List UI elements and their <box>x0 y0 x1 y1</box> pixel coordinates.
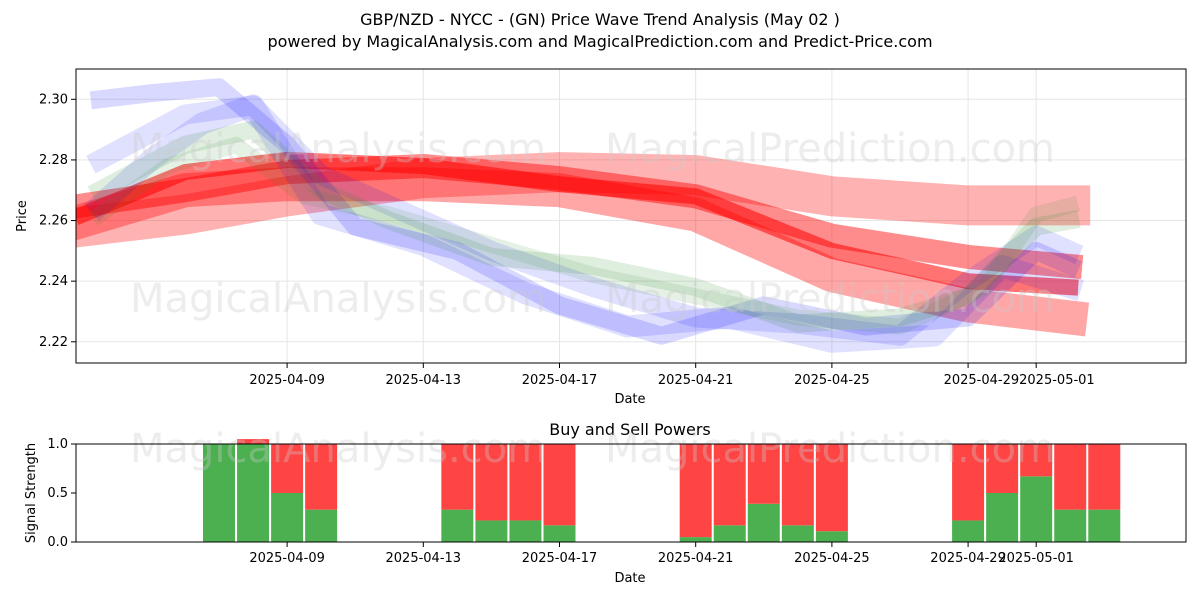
price-x-tick-label: 2025-04-21 <box>658 373 734 388</box>
price-x-label: Date <box>614 392 645 407</box>
watermark-prediction-top: MagicalPrediction.com <box>605 126 1055 172</box>
watermark-analysis-mid: MagicalAnalysis.com <box>130 276 546 322</box>
buy-bar <box>441 509 474 542</box>
buy-bar <box>305 509 338 542</box>
sell-bar <box>1088 444 1121 510</box>
buy-bar <box>543 525 576 542</box>
powers-x-tick-label: 2025-04-29 <box>930 551 1006 566</box>
buy-bar <box>952 520 985 542</box>
price-y-tick-label: 2.30 <box>39 92 68 107</box>
buy-bar <box>781 525 814 542</box>
powers-x-axis: 2025-04-09 2025-04-13 2025-04-17 2025-04-21… <box>249 542 1074 566</box>
powers-y-tick-label: 0.5 <box>47 486 68 501</box>
powers-bars <box>203 439 1121 542</box>
sell-bar <box>475 444 508 521</box>
watermark-prediction-mid: MagicalPrediction.com <box>605 276 1055 322</box>
price-series-blue-4 <box>84 94 1084 353</box>
price-series-blue-5 <box>89 78 1083 345</box>
sell-bar <box>679 444 712 538</box>
price-x-tick-label: 2025-04-09 <box>249 373 325 388</box>
price-x-tick-label: 2025-04-25 <box>794 373 870 388</box>
sell-bar <box>441 444 474 510</box>
buy-bar <box>509 520 542 542</box>
powers-x-tick-label: 2025-04-21 <box>658 551 734 566</box>
sell-bar <box>1020 444 1053 477</box>
price-plot-area <box>76 69 1186 363</box>
price-series-red-2 <box>76 151 1079 296</box>
price-x-tick-label: 2025-04-292025-05-01 <box>944 373 1095 388</box>
watermark-analysis-bottom: MagicalAnalysis.com <box>130 426 546 472</box>
buy-bar <box>747 503 780 542</box>
buy-bar <box>1020 476 1053 542</box>
price-series-green-8 <box>88 136 1080 335</box>
price-bands <box>76 78 1091 353</box>
powers-y-label: Signal Strength <box>24 443 39 543</box>
chart-subtitle: powered by MagicalAnalysis.com and Magic… <box>267 32 933 51</box>
price-y-tick-label: 2.26 <box>39 214 68 229</box>
sell-bar <box>305 444 338 510</box>
price-grid <box>76 69 1186 363</box>
price-x-axis: 2025-04-09 2025-04-13 2025-04-17 2025-04-21… <box>249 363 1095 388</box>
sell-bar <box>271 444 304 493</box>
watermark-analysis-top: MagicalAnalysis.com <box>130 126 546 172</box>
powers-y-tick-label: 1.0 <box>47 437 68 452</box>
price-y-axis: 2.22 2.24 2.26 2.28 2.30 <box>39 92 76 350</box>
powers-x-tick-label: 2025-04-17 <box>522 551 598 566</box>
price-series-green-7 <box>87 120 1081 333</box>
price-y-label: Price <box>15 200 30 232</box>
powers-x-label: Date <box>614 571 645 586</box>
powers-y-tick-label: 0.0 <box>47 535 68 550</box>
price-y-tick-label: 2.24 <box>39 274 68 289</box>
buy-bar <box>203 444 236 542</box>
sell-bar <box>952 444 985 521</box>
buy-bar <box>713 525 746 542</box>
watermark-prediction-bottom: MagicalPrediction.com <box>605 426 1055 472</box>
powers-title: Buy and Sell Powers <box>549 420 711 439</box>
buy-bar <box>815 531 848 542</box>
price-y-tick-label: 2.22 <box>39 335 68 350</box>
powers-x-tick-label: 2025-04-25 <box>794 551 870 566</box>
sell-bar <box>713 444 746 526</box>
sell-bar <box>986 444 1019 493</box>
powers-x-tick-label: 2025-04-09 <box>249 551 325 566</box>
buy-bar <box>1054 509 1087 542</box>
price-y-tick-label: 2.28 <box>39 153 68 168</box>
buy-bar <box>475 520 508 542</box>
sell-bar <box>237 439 270 444</box>
powers-y-axis: 0.0 0.5 1.0 <box>47 437 76 550</box>
price-plot-frame <box>75 68 1187 364</box>
price-series-red-3 <box>76 167 1090 337</box>
price-x-tick-label: 2025-04-13 <box>386 373 462 388</box>
buy-bar <box>986 493 1019 542</box>
sell-bar <box>543 444 576 526</box>
buy-bar <box>679 537 712 542</box>
sell-bar <box>747 444 780 504</box>
buy-bar <box>237 444 270 542</box>
sell-bar <box>815 444 848 532</box>
buy-bar <box>1088 509 1121 542</box>
price-series-red-0 <box>76 152 1091 248</box>
price-x-tick-label: 2025-04-17 <box>522 373 598 388</box>
price-series-blue-6 <box>86 95 1084 346</box>
sell-bar <box>1054 444 1087 510</box>
chart-title: GBP/NZD - NYCC - (GN) Price Wave Trend A… <box>360 10 840 29</box>
powers-x-tick-label: 2025-05-01 <box>998 551 1074 566</box>
powers-x-tick-label: 2025-04-13 <box>386 551 462 566</box>
sell-bar <box>781 444 814 526</box>
buy-bar <box>271 493 304 542</box>
sell-bar <box>509 444 542 521</box>
